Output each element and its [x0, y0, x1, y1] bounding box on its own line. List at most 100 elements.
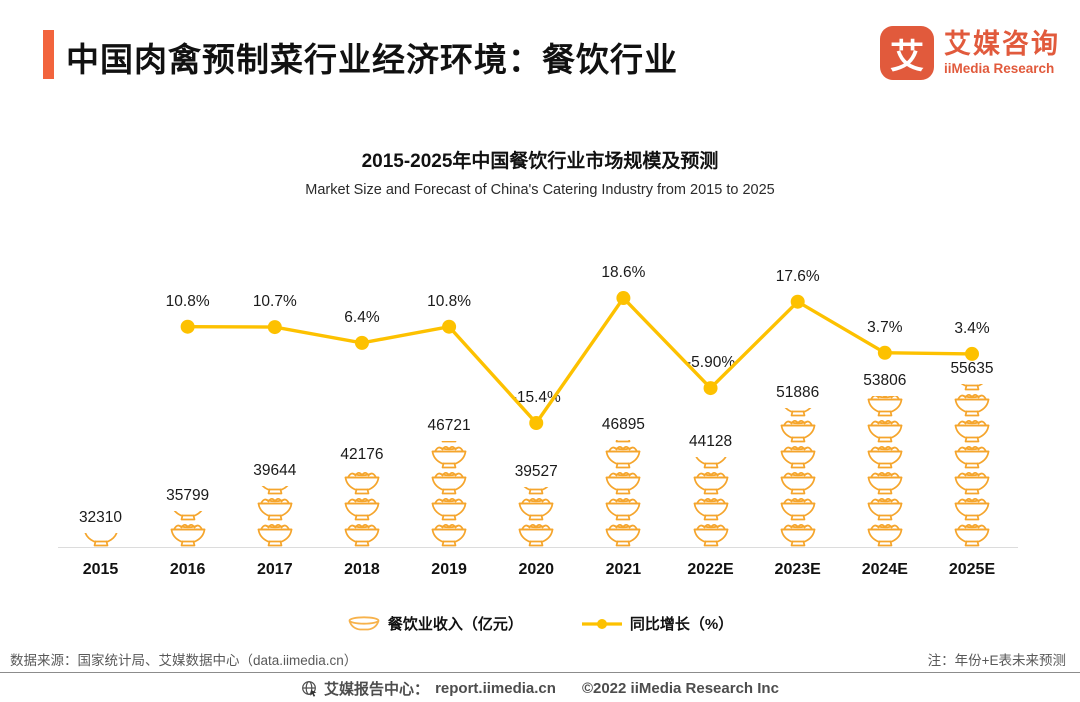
x-axis-label: 2021 — [605, 561, 642, 578]
noodle-bowl-icon — [780, 446, 816, 469]
bowl-stack — [488, 487, 584, 547]
logo-name-cn: 艾媒咨询 — [944, 28, 1060, 59]
line-data-dot — [354, 335, 369, 350]
bar-value-label: 55635 — [950, 360, 994, 377]
page-footer: 艾媒报告中心： report.iimedia.cn ©2022 iiMedia … — [0, 678, 1080, 699]
logo-text: 艾媒咨询 iiMedia Research — [944, 28, 1060, 76]
noodle-bowl-icon — [954, 498, 990, 521]
footer-report-center: 艾媒报告中心： — [324, 681, 430, 698]
noodle-bowl-icon — [523, 487, 549, 495]
growth-rate-label: 10.8% — [427, 292, 472, 310]
noodle-bowl-icon — [694, 457, 727, 469]
bowl-stack — [314, 470, 410, 547]
noodle-bowl-icon — [83, 533, 118, 547]
noodle-bowl-icon — [257, 524, 293, 547]
noodle-bowl-icon — [867, 446, 903, 469]
bowl-stack — [663, 457, 759, 547]
line-data-dot — [703, 381, 718, 396]
bowl-icon — [348, 616, 380, 631]
noodle-bowl-icon — [693, 498, 728, 521]
footnotes: 数据来源：国家统计局、艾媒数据中心（data.iimedia.cn） 注：年份+… — [10, 649, 1066, 669]
x-axis-label: 2015 — [82, 561, 119, 578]
logo-glyph: 艾 — [890, 37, 924, 76]
noodle-bowl-icon — [431, 472, 467, 495]
noodle-bowl-icon — [606, 498, 641, 521]
line-data-dot — [616, 291, 631, 306]
noodle-bowl-icon — [954, 524, 990, 547]
noodle-bowl-icon — [954, 446, 990, 469]
growth-rate-label: -15.4% — [511, 389, 561, 406]
legend-label-growth: 同比增长（%） — [629, 616, 734, 633]
globe-icon — [302, 681, 317, 697]
brand-logo: 艾 艾媒咨询 iiMedia Research — [880, 26, 1060, 80]
bowl-stack — [924, 384, 1020, 547]
noodle-bowl-icon — [257, 498, 293, 521]
noodle-bowl-icon — [954, 394, 990, 417]
legend: 餐饮业收入（亿元） 同比增长（%） — [0, 613, 1080, 634]
noodle-bowl-icon — [867, 420, 903, 443]
noodle-bowl-icon — [431, 524, 467, 547]
line-data-dot — [877, 345, 892, 360]
noodle-bowl-icon — [606, 524, 641, 547]
line-data-dot — [180, 319, 195, 334]
legend-item-growth: 同比增长（%） — [581, 613, 733, 634]
bowl-stack — [227, 486, 323, 547]
legend-item-revenue: 餐饮业收入（亿元） — [347, 613, 523, 634]
bar-value-label: 46721 — [427, 417, 471, 434]
x-axis-label: 2020 — [518, 561, 555, 578]
noodle-bowl-icon — [693, 472, 728, 495]
noodle-bowl-icon — [344, 472, 380, 495]
noodle-bowl-icon — [518, 524, 554, 547]
line-data-dot — [965, 346, 979, 361]
line-data-dot — [442, 319, 457, 334]
bar-value-label: 32310 — [78, 509, 123, 526]
footer-divider — [0, 672, 1080, 673]
growth-rate-label: 10.8% — [165, 292, 210, 310]
bowl-stack — [140, 511, 236, 547]
growth-rate-label: 10.7% — [252, 293, 297, 311]
chart-subtitle: Market Size and Forecast of China's Cate… — [305, 182, 775, 198]
noodle-bowl-icon — [170, 524, 205, 547]
noodle-bowl-icon — [261, 486, 289, 495]
x-axis-label: 2016 — [169, 561, 206, 578]
data-source-note: 数据来源：国家统计局、艾媒数据中心（data.iimedia.cn） — [10, 653, 358, 668]
noodle-bowl-icon — [344, 498, 380, 521]
bar-value-label: 35799 — [166, 487, 210, 504]
chart-title: 2015-2025年中国餐饮行业市场规模及预测 — [361, 151, 719, 172]
title-accent-bar — [43, 30, 54, 79]
bar-value-label: 39644 — [253, 462, 297, 479]
noodle-bowl-icon — [780, 472, 816, 495]
bowl-stack — [837, 396, 933, 547]
noodle-bowl-icon — [867, 472, 903, 495]
chart-titles: 2015-2025年中国餐饮行业市场规模及预测 Market Size and … — [0, 146, 1080, 198]
growth-rate-label: 6.4% — [344, 308, 380, 326]
legend-label-revenue: 餐饮业收入（亿元） — [387, 616, 523, 633]
growth-rate-label: 18.6% — [601, 264, 646, 282]
x-axis-label: 2024E — [861, 561, 908, 578]
forecast-note: 注：年份+E表未来预测 — [927, 653, 1066, 668]
noodle-bowl-icon — [867, 498, 903, 521]
bowl-stack — [401, 441, 497, 547]
footer-url: report.iimedia.cn — [435, 680, 556, 697]
noodle-bowl-icon — [518, 498, 554, 521]
noodle-bowl-icon — [867, 524, 903, 547]
noodle-bowl-icon — [431, 498, 467, 521]
noodle-bowl-icon — [780, 524, 816, 547]
iimedia-logo-icon: 艾 — [880, 26, 934, 80]
bar-value-label: 42176 — [340, 446, 384, 463]
noodle-bowl-icon — [784, 408, 812, 417]
growth-rate-label: 3.7% — [867, 318, 903, 336]
line-data-dot — [790, 294, 805, 309]
bar-value-label: 46895 — [601, 416, 645, 433]
line-dot-icon — [581, 618, 622, 629]
noodle-bowl-icon — [431, 446, 467, 469]
noodle-bowl-icon — [780, 498, 816, 521]
noodle-bowl-icon — [616, 440, 631, 443]
bowl-stack — [750, 408, 846, 547]
x-axis-label: 2017 — [257, 561, 293, 578]
x-axis-label: 2019 — [431, 561, 467, 578]
noodle-bowl-icon — [867, 396, 903, 417]
growth-rate-label: 17.6% — [775, 267, 820, 285]
